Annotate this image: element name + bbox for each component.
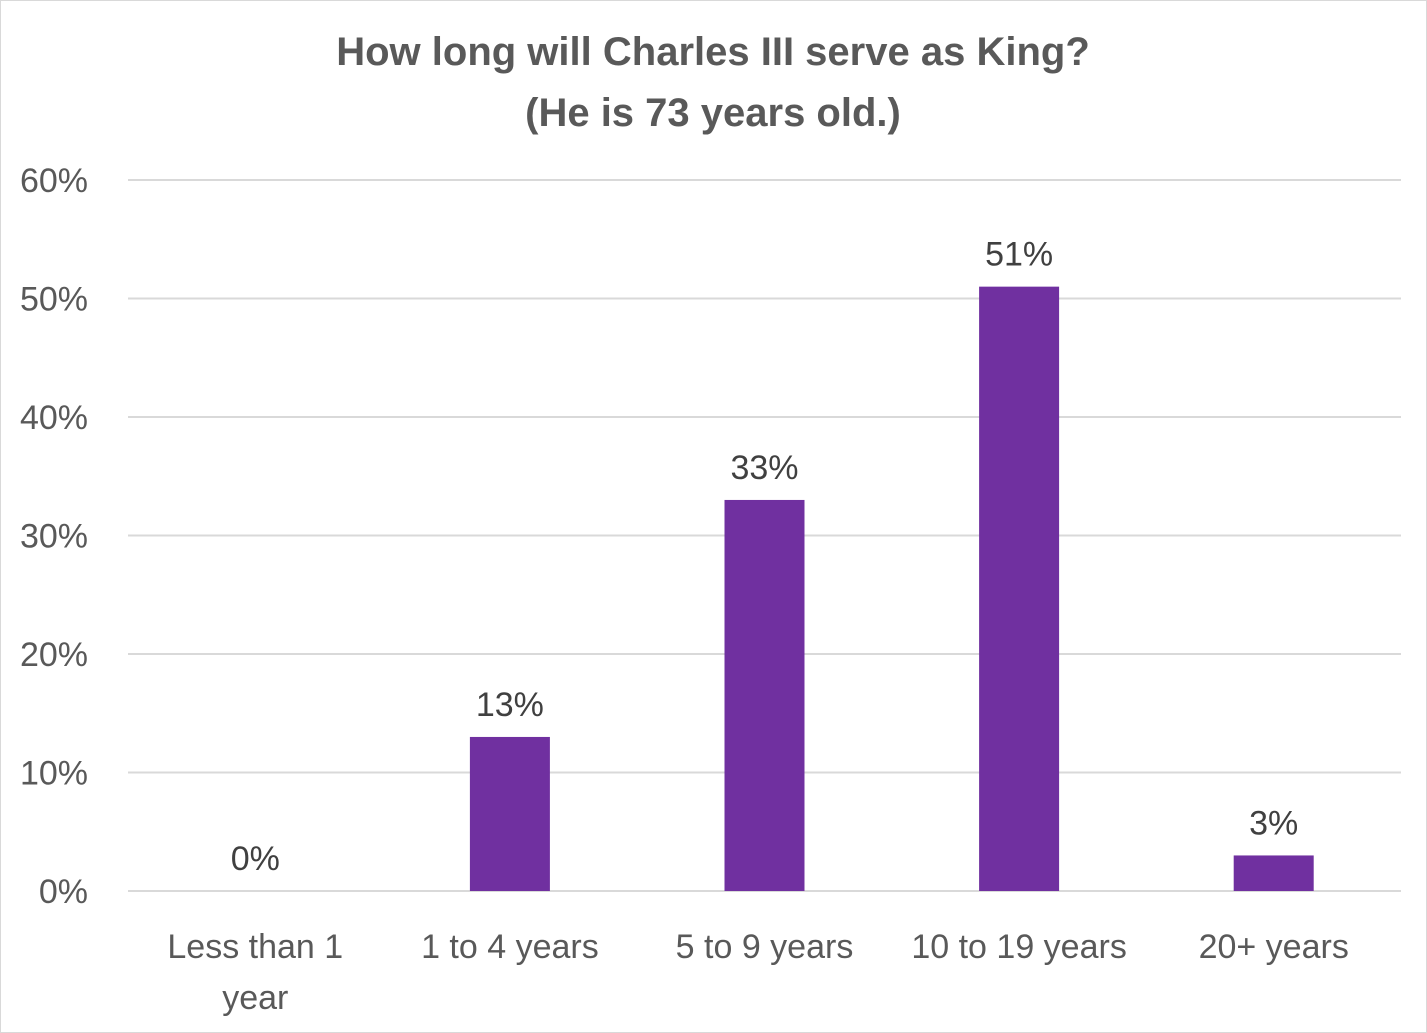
data-label: 0% <box>231 840 280 878</box>
y-tick-label: 50% <box>20 281 88 319</box>
y-tick-label: 0% <box>39 873 88 911</box>
y-axis-ticks: 0% 10% 20% 30% 40% 50% 60% <box>20 162 88 911</box>
data-labels: 0% 13% 33% 51% 3% <box>231 236 1299 878</box>
chart-title-line-2: (He is 73 years old.) <box>525 91 901 135</box>
bar <box>724 499 805 891</box>
bar <box>979 286 1060 891</box>
data-label: 51% <box>985 236 1053 274</box>
data-label: 3% <box>1249 804 1298 842</box>
y-tick-label: 60% <box>20 162 88 200</box>
y-tick-label: 30% <box>20 518 88 556</box>
x-category-label: 1 to 4 years <box>421 928 599 966</box>
y-tick-label: 20% <box>20 636 88 674</box>
x-axis-categories: Less than 1 year 1 to 4 years 5 to 9 years 1… <box>167 928 1348 1017</box>
bar <box>1233 855 1314 891</box>
y-tick-label: 10% <box>20 755 88 793</box>
chart-title-line-1: How long will Charles III serve as King? <box>336 30 1090 74</box>
x-category-label: 20+ years <box>1199 928 1349 966</box>
x-category-label: 5 to 9 years <box>676 928 854 966</box>
bars <box>469 286 1314 891</box>
data-label: 13% <box>476 686 544 724</box>
x-category-label: 10 to 19 years <box>911 928 1126 966</box>
x-category-label: Less than 1 <box>167 928 343 966</box>
y-tick-label: 40% <box>20 399 88 437</box>
x-category-label: year <box>222 979 288 1017</box>
data-label: 33% <box>730 449 798 487</box>
bar <box>469 736 550 891</box>
chart-title: How long will Charles III serve as King?… <box>336 30 1090 135</box>
